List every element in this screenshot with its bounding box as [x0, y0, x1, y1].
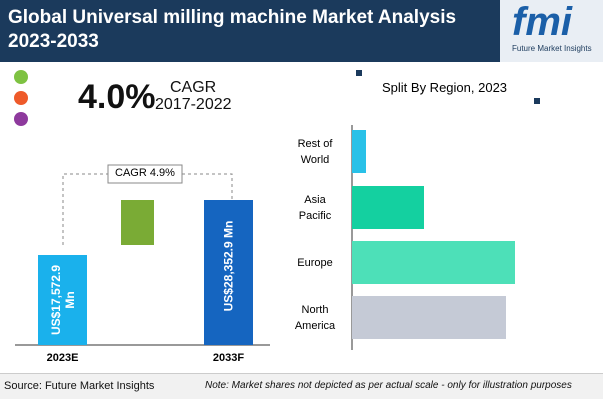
bar: [352, 186, 425, 229]
chart-title: Split By Region, 2023: [382, 80, 508, 95]
bar: [204, 200, 253, 345]
y-tick-label: Europe: [280, 241, 340, 284]
logo-box: [500, 0, 603, 62]
annotation: CAGR 4.9%: [115, 167, 175, 179]
y-tick-label: Rest of World: [280, 130, 340, 173]
title: Global Universal milling machine Market …: [8, 7, 457, 52]
bar: [352, 241, 515, 284]
logo: fmi: [512, 0, 572, 44]
category-label: Rest of World: [297, 137, 333, 166]
footer: [0, 373, 603, 399]
category-label: Asia Pacific: [298, 193, 332, 222]
category-label: Europe: [297, 256, 333, 269]
bar: [352, 296, 507, 339]
y-tick-label: Asia Pacific: [280, 186, 340, 229]
bar: [352, 130, 367, 173]
dot: [14, 91, 28, 105]
note: Note: Market shares not depicted as per …: [205, 380, 572, 391]
annotation-box: [107, 164, 183, 184]
source: Source: Future Market Insights: [4, 380, 155, 392]
x-tick-label: 2033F: [212, 352, 245, 364]
x-tick-label: 2023E: [46, 352, 79, 364]
connector: [182, 173, 233, 200]
value-label: US$28,352.9 Mn: [221, 220, 236, 311]
kpi-period: 2017-2022: [155, 96, 232, 113]
dot: [14, 112, 28, 126]
y-tick-label: North America: [280, 296, 340, 339]
kpi-value: 4.0%: [78, 78, 156, 116]
category-label: North America: [294, 303, 336, 332]
increment-box: [121, 200, 154, 245]
kpi-label: CAGR: [170, 79, 217, 96]
value-label: US$17,572.9 Mn: [48, 265, 77, 336]
connector: [62, 173, 108, 245]
dot: [14, 70, 28, 84]
decor: [534, 98, 540, 104]
logo-tagline: Future Market Insights: [512, 44, 592, 53]
bar: [38, 255, 87, 345]
decor: [356, 70, 362, 76]
